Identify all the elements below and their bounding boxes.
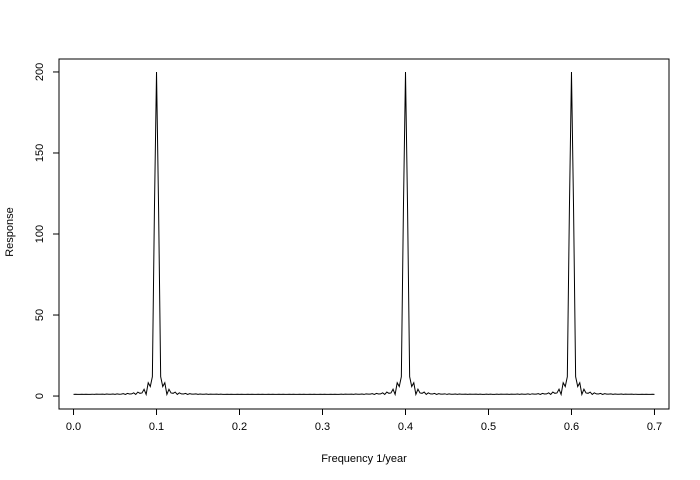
response-series-line [73, 71, 655, 397]
x-tick-label: 0.3 [315, 421, 330, 433]
x-tick-label: 0.0 [66, 421, 81, 433]
y-axis: 0 50 100 150 200 [34, 63, 59, 399]
y-tick-label: 0 [34, 393, 46, 399]
y-tick-label: 150 [34, 144, 46, 162]
x-tick-label: 0.2 [232, 421, 247, 433]
x-tick-label: 0.6 [564, 421, 579, 433]
y-tick-label: 50 [34, 309, 46, 321]
x-tick-label: 0.5 [481, 421, 496, 433]
x-tick-label: 0.1 [149, 421, 164, 433]
y-tick-label: 200 [34, 63, 46, 81]
x-axis: 0.0 0.1 0.2 0.3 0.4 0.5 0.6 0.7 [66, 409, 662, 433]
y-axis-label: Response [4, 207, 16, 257]
x-axis-label: Frequency 1/year [321, 453, 407, 465]
x-tick-label: 0.4 [398, 421, 413, 433]
plot-frame [58, 58, 670, 410]
y-tick-label: 100 [34, 225, 46, 243]
x-tick-label: 0.7 [647, 421, 662, 433]
